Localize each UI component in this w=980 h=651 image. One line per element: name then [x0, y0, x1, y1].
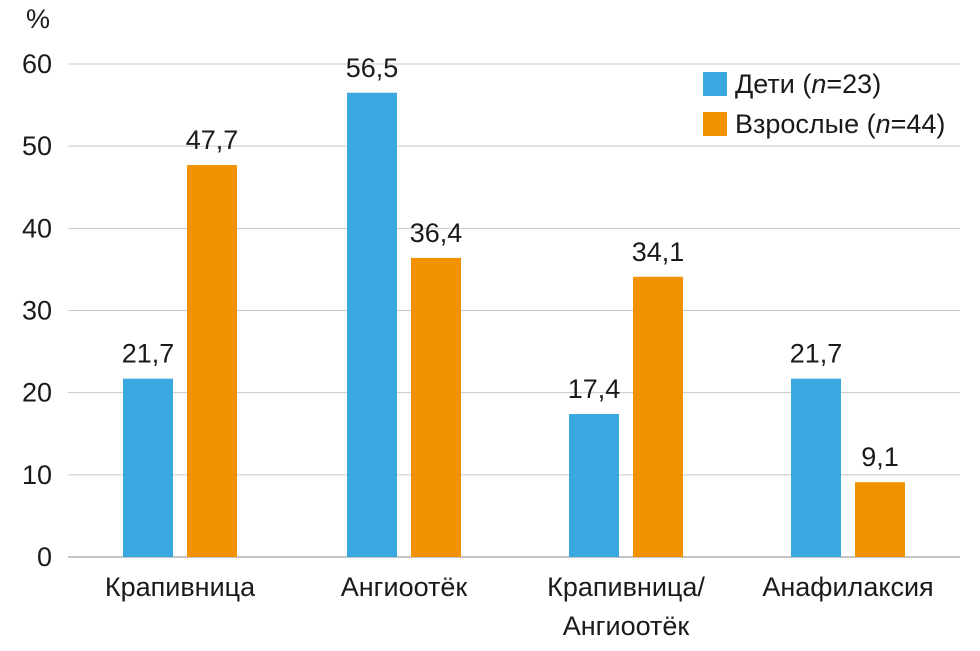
x-category-label: Анафилаксия — [762, 572, 933, 602]
bar-value-label: 9,1 — [861, 442, 899, 472]
legend-swatch — [703, 72, 727, 96]
bars — [123, 92, 905, 557]
legend-label: Взрослые (n=44) — [735, 109, 945, 139]
bar — [791, 378, 841, 557]
bar-value-label: 56,5 — [346, 53, 399, 83]
x-axis-categories: Крапивница Ангиоотёк Крапивница/Ангиоотёк А… — [105, 572, 934, 641]
y-tick-label: 10 — [22, 460, 52, 490]
bar — [855, 482, 905, 557]
bar-value-label: 21,7 — [790, 339, 843, 369]
bar-value-label: 47,7 — [186, 125, 239, 155]
bar — [187, 165, 237, 557]
legend-swatch — [703, 112, 727, 136]
bar — [633, 276, 683, 557]
legend: Дети (n=23) Взрослые (n=44) — [703, 69, 945, 139]
y-tick-label: 60 — [22, 49, 52, 79]
y-tick-label: 0 — [37, 542, 52, 572]
x-category-label: Ангиоотёк — [563, 611, 690, 641]
y-tick-label: 50 — [22, 131, 52, 161]
x-category-label: Крапивница/ — [547, 572, 705, 602]
bar-value-label: 34,1 — [632, 237, 685, 267]
bar-value-label: 17,4 — [568, 374, 621, 404]
bar-value-label: 21,7 — [122, 339, 175, 369]
bar — [569, 414, 619, 557]
legend-label: Дети (n=23) — [735, 69, 881, 99]
y-tick-label: 20 — [22, 378, 52, 408]
bar-value-label: 36,4 — [410, 218, 463, 248]
x-category-label: Крапивница — [105, 572, 256, 602]
bar — [123, 378, 173, 557]
data-labels: 21,7 56,5 17,4 21,7 47,7 36,4 34,1 9,1 — [122, 53, 899, 472]
y-tick-label: 30 — [22, 296, 52, 326]
y-unit-label: % — [26, 4, 50, 34]
bar — [411, 257, 461, 557]
y-tick-label: 40 — [22, 213, 52, 243]
y-axis: % 0 10 20 30 40 50 60 — [22, 4, 52, 572]
bar — [347, 92, 397, 557]
x-category-label: Ангиоотёк — [341, 572, 468, 602]
